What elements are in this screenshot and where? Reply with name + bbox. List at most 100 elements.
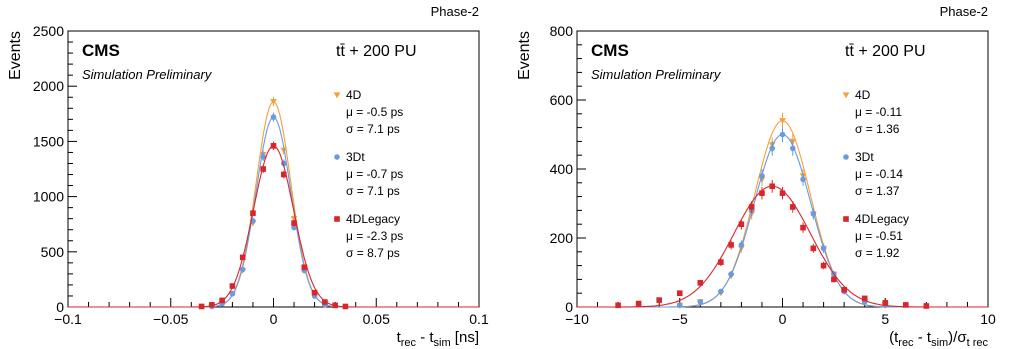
- y-axis-label: Events: [7, 31, 24, 80]
- fit-curve: [577, 185, 988, 308]
- legend-mu: μ = -0.51: [855, 229, 903, 243]
- data-point: [779, 131, 786, 138]
- data-point: [239, 254, 246, 261]
- data-point: [810, 245, 817, 252]
- chart-left: Phase-2 0 500 1000 1500 2000 2500 −0.1 −0.05 0 0.0…: [7, 4, 489, 349]
- data-point: [861, 295, 868, 302]
- data-point: [229, 283, 236, 289]
- data-point: [820, 262, 827, 269]
- series-3Dt: [577, 126, 988, 309]
- fit-curve: [577, 120, 988, 308]
- legend-mu: μ = -0.11: [855, 105, 902, 119]
- data-point: [841, 286, 847, 293]
- x-tick-label: −10: [565, 311, 589, 327]
- data-point: [280, 171, 287, 178]
- y-tick-label: 1500: [33, 133, 64, 149]
- legend-sigma: σ = 7.1 ps: [346, 122, 400, 136]
- legend-sigma: σ = 7.1 ps: [346, 184, 400, 198]
- legend-sigma: σ = 8.7 ps: [346, 246, 400, 260]
- legend-name: 3Dt: [346, 150, 365, 164]
- y-tick-label: 500: [41, 244, 65, 260]
- data-point: [280, 147, 288, 154]
- cms-label: CMS: [82, 41, 120, 60]
- legend-name: 4DLegacy: [346, 212, 400, 226]
- data-point: [800, 224, 806, 231]
- y-tick-label: 2500: [33, 23, 64, 39]
- series-4DLegacy: [577, 179, 988, 309]
- data-point: [728, 271, 734, 278]
- data-point: [789, 204, 796, 210]
- x-tick-label: 0.05: [363, 311, 390, 327]
- phase-label: Phase-2: [940, 4, 988, 19]
- data-point: [322, 299, 328, 305]
- x-tick-label: 5: [881, 311, 889, 327]
- data-point: [759, 190, 765, 196]
- y-tick-label: 600: [550, 92, 574, 108]
- legend-name: 4DLegacy: [855, 212, 909, 226]
- data-point: [738, 221, 745, 227]
- data-point: [656, 297, 662, 303]
- legend-name: 4D: [855, 88, 871, 102]
- data-point: [311, 289, 318, 296]
- process-label: tt̄ + 200 PU: [845, 43, 926, 60]
- x-tick-label: 10: [980, 311, 996, 327]
- y-tick-label: 200: [550, 230, 574, 246]
- data-point: [250, 210, 256, 216]
- data-point: [635, 300, 642, 307]
- legend-sigma: σ = 1.36: [855, 122, 900, 136]
- data-point: [209, 301, 215, 308]
- legend-mu: μ = -0.14: [855, 167, 903, 181]
- data-point: [779, 190, 786, 196]
- legend-sigma: σ = 1.92: [855, 246, 900, 260]
- phase-label: Phase-2: [431, 4, 479, 19]
- x-tick-label: 0: [779, 311, 787, 327]
- data-point: [270, 99, 277, 105]
- legend-name: 3Dt: [855, 150, 874, 164]
- cms-label: CMS: [591, 41, 629, 60]
- data-point: [676, 302, 683, 309]
- x-axis-label: (trec - tsim)/σt rec: [889, 329, 988, 349]
- x-tick-label: −0.1: [54, 311, 82, 327]
- data-point: [738, 242, 745, 248]
- data-point: [332, 302, 338, 309]
- x-tick-label: −0.05: [153, 311, 189, 327]
- simulation-label: Simulation Preliminary: [82, 67, 213, 82]
- data-point: [676, 290, 683, 296]
- data-point: [239, 266, 246, 273]
- data-point: [291, 220, 297, 226]
- data-point: [219, 297, 225, 304]
- data-point: [779, 118, 786, 124]
- legend-name: 4D: [346, 88, 362, 102]
- data-point: [260, 154, 267, 160]
- y-axis-label: Events: [516, 31, 533, 80]
- x-tick-label: 0: [270, 311, 278, 327]
- x-tick-label: 0.1: [469, 311, 489, 327]
- data-point: [290, 216, 298, 222]
- legend-marker-3Dt: [334, 154, 340, 160]
- data-point: [923, 303, 930, 309]
- data-point: [759, 173, 765, 179]
- data-point: [769, 183, 776, 190]
- data-point: [718, 288, 724, 295]
- y-tick-label: 1000: [33, 189, 64, 205]
- data-point: [789, 145, 796, 152]
- x-tick-label: −5: [672, 311, 688, 327]
- data-point: [615, 302, 621, 309]
- data-point: [882, 300, 889, 306]
- data-point: [270, 143, 277, 149]
- legend-marker-4DLegacy: [334, 216, 340, 222]
- fit-curve: [68, 101, 479, 308]
- data-point: [301, 264, 308, 271]
- data-point: [820, 245, 827, 252]
- data-point: [291, 224, 297, 231]
- legend-marker-4D: [842, 92, 850, 99]
- data-point: [697, 280, 704, 286]
- legend-marker-4DLegacy: [843, 216, 849, 222]
- data-point: [728, 242, 734, 248]
- y-tick-label: 0: [56, 299, 64, 315]
- data-point: [260, 166, 267, 172]
- data-point: [342, 303, 349, 310]
- data-point: [810, 211, 817, 217]
- data-point: [831, 276, 837, 283]
